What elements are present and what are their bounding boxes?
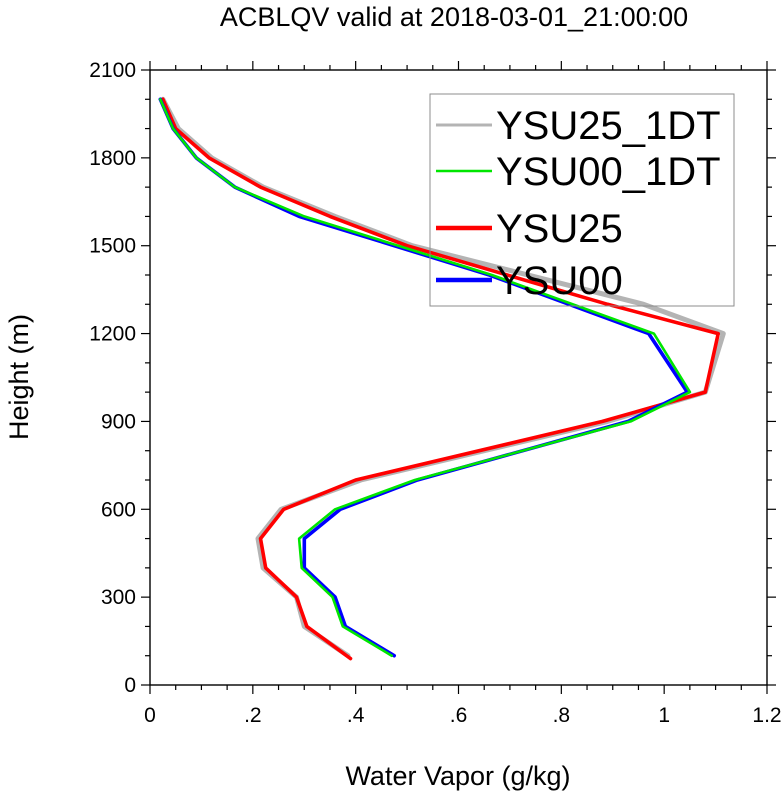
legend-label-ysu00-1dt: YSU00_1DT	[496, 150, 721, 194]
legend-label-ysu00: YSU00	[496, 259, 623, 303]
x-axis-title: Water Vapor (g/kg)	[345, 761, 570, 791]
y-tick-label: 1200	[89, 323, 136, 346]
legend-label-ysu25-1dt: YSU25_1DT	[496, 104, 721, 148]
x-tick-label: 0	[144, 704, 156, 727]
x-tick-label: 1.2	[752, 704, 781, 727]
series-line-ysu00-1dt	[159, 98, 692, 658]
y-ticks: 0 300 600 900 1200 1500 1800 2100	[89, 59, 776, 697]
y-tick-label: 1500	[89, 235, 136, 258]
y-tick-label: 600	[101, 498, 136, 521]
y-tick-label: 300	[101, 586, 136, 609]
plot-series	[158, 96, 726, 661]
legend-box	[429, 93, 735, 307]
chart-title: ACBLQV valid at 2018-03-01_21:00:00	[220, 2, 688, 32]
y-tick-label: 900	[101, 410, 136, 433]
legend-label-ysu25: YSU25	[496, 207, 623, 251]
x-tick-label: .8	[553, 704, 571, 727]
plot-frame	[149, 69, 768, 686]
y-tick-label: 1800	[89, 147, 136, 170]
x-ticks: 0 .2 .4 .6 .8 1 1.2	[144, 61, 782, 727]
y-tick-label: 2100	[89, 59, 136, 82]
y-axis-title: Height (m)	[4, 314, 34, 440]
x-tick-label: .2	[244, 704, 262, 727]
x-tick-label: .4	[347, 704, 365, 727]
x-tick-label: 1	[658, 704, 670, 727]
y-tick-label: 0	[124, 674, 136, 697]
x-tick-label: .6	[450, 704, 468, 727]
series-line-ysu25	[161, 97, 721, 661]
